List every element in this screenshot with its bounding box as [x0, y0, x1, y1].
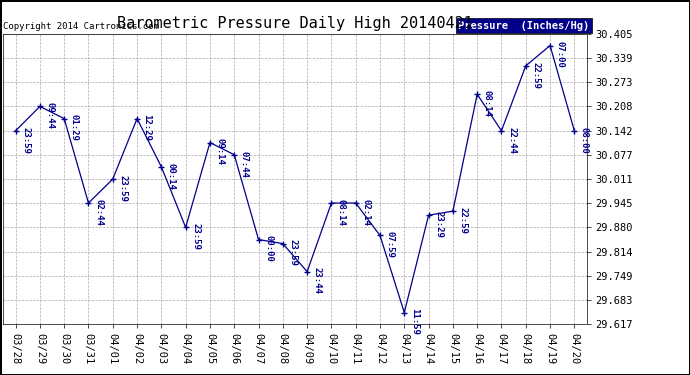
Text: 08:14: 08:14: [337, 199, 346, 226]
Text: 22:59: 22:59: [531, 62, 540, 88]
Text: 00:00: 00:00: [264, 236, 273, 262]
Text: 23:59: 23:59: [21, 127, 30, 153]
Text: 23:29: 23:29: [434, 211, 443, 238]
Text: 23:44: 23:44: [313, 267, 322, 294]
Text: 11:59: 11:59: [410, 308, 419, 335]
Text: 07:00: 07:00: [555, 41, 564, 68]
Text: 23:59: 23:59: [118, 175, 128, 202]
Text: 00:14: 00:14: [167, 163, 176, 190]
Text: 07:44: 07:44: [240, 150, 249, 177]
Text: 23:59: 23:59: [191, 223, 200, 250]
Text: 08:00: 08:00: [580, 127, 589, 153]
Text: 09:44: 09:44: [46, 102, 55, 129]
Text: Copyright 2014 Cartronics.com: Copyright 2014 Cartronics.com: [3, 22, 159, 31]
Text: Pressure  (Inches/Hg): Pressure (Inches/Hg): [458, 21, 589, 31]
Text: 08:14: 08:14: [483, 90, 492, 117]
Text: 22:44: 22:44: [507, 127, 516, 153]
Text: 23:59: 23:59: [288, 240, 297, 266]
Text: 01:29: 01:29: [70, 114, 79, 141]
Text: 09:14: 09:14: [215, 138, 224, 165]
Text: 02:14: 02:14: [362, 199, 371, 226]
Text: 22:59: 22:59: [458, 207, 467, 234]
Text: 02:44: 02:44: [94, 199, 103, 226]
Text: 12:29: 12:29: [143, 114, 152, 141]
Title: Barometric Pressure Daily High 20140421: Barometric Pressure Daily High 20140421: [117, 16, 473, 31]
Text: 07:59: 07:59: [386, 231, 395, 258]
